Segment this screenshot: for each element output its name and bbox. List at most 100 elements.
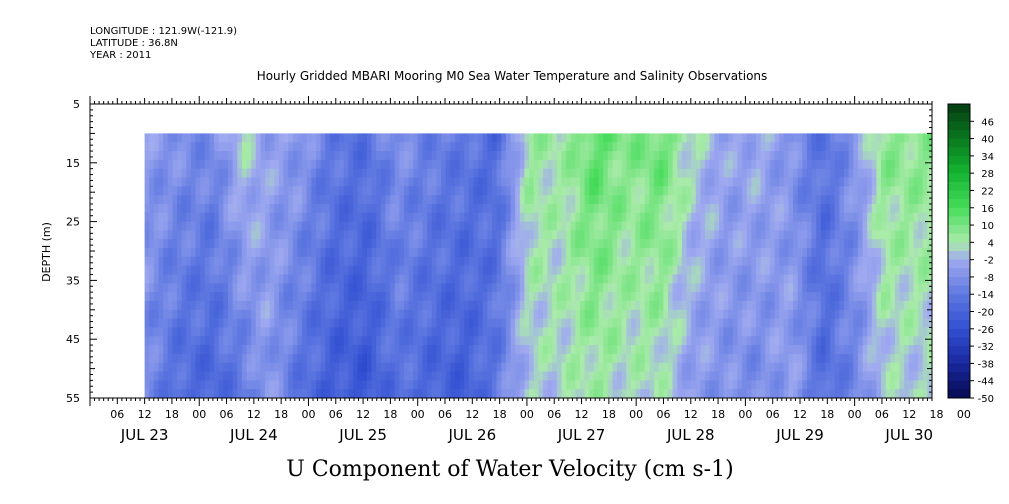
heatmap-cell [607,186,614,196]
heatmap-cell [436,309,442,320]
heatmap-cell [681,309,688,320]
heatmap-cell [677,151,683,161]
heatmap-cell [649,371,655,381]
heatmap-cell [487,318,493,329]
heatmap-cell [765,283,771,293]
heatmap-cell [376,362,382,373]
heatmap-cell [681,300,688,311]
heatmap-cell [214,336,220,346]
heatmap-cell [427,212,433,223]
heatmap-cell [788,221,794,232]
heatmap-cell [556,336,563,346]
heatmap-cell [320,380,326,390]
heatmap-cell [742,265,748,276]
heatmap-cell [306,300,312,311]
heatmap-cell [454,195,461,205]
heatmap-cell [695,159,702,170]
heatmap-cell [505,336,512,346]
heatmap-cell [339,389,345,398]
heatmap-field [144,133,932,398]
heatmap-cell [894,159,901,170]
heatmap-cell [566,353,572,364]
heatmap-cell [519,151,526,161]
heatmap-cell [589,203,595,214]
heatmap-cell [362,230,368,240]
heatmap-cell [200,345,206,355]
heatmap-cell [408,177,414,187]
heatmap-cell [153,300,160,311]
heatmap-cell [283,142,289,152]
heatmap-cell [607,256,614,267]
heatmap-cell [519,203,526,214]
heatmap-cell [385,274,391,284]
heatmap-cell [371,168,377,179]
heatmap-cell [227,221,234,232]
heatmap-cell [417,327,424,337]
heatmap-cell [862,248,868,258]
heatmap-cell [552,318,558,329]
heatmap-cell [241,203,248,214]
heatmap-cell [538,318,544,329]
heatmap-cell [399,300,405,311]
heatmap-cell [302,133,308,143]
heatmap-cell [621,362,627,373]
heatmap-cell [751,345,757,355]
heatmap-cell [195,274,201,284]
heatmap-cell [144,203,150,214]
heatmap-cell [839,239,845,249]
heatmap-cell [556,230,563,240]
heatmap-cell [529,274,535,284]
heatmap-cell [709,274,715,284]
heatmap-cell [672,159,678,170]
heatmap-cell [570,256,576,267]
heatmap-cell [431,142,438,152]
heatmap-cell [579,292,586,302]
heatmap-cell [621,133,627,143]
heatmap-cell [464,300,470,311]
heatmap-cell [227,300,234,311]
heatmap-cell [644,203,651,214]
heatmap-cell [691,362,697,373]
heatmap-cell [172,318,178,329]
heatmap-cell [311,353,317,364]
heatmap-cell [501,283,507,293]
heatmap-cell [779,203,785,214]
heatmap-cell [431,159,438,170]
heatmap-cell [667,177,674,187]
heatmap-cell [853,292,859,302]
heatmap-cell [607,345,614,355]
heatmap-cell [630,362,637,373]
heatmap-cell [686,380,692,390]
heatmap-cell [635,195,641,205]
heatmap-cell [839,336,845,346]
heatmap-cell [681,371,688,381]
heatmap-cell [839,256,845,267]
heatmap-cell [556,265,563,276]
heatmap-cell [867,336,873,346]
heatmap-cell [464,230,470,240]
heatmap-cell [251,239,257,249]
heatmap-cell [783,309,790,320]
heatmap-cell [311,380,317,390]
heatmap-cell [654,283,660,293]
heatmap-cell [626,274,632,284]
heatmap-cell [311,248,317,258]
heatmap-cell [362,133,368,143]
heatmap-cell [302,380,308,390]
heatmap-cell [390,248,396,258]
heatmap-cell [431,168,438,179]
heatmap-cell [533,362,539,373]
heatmap-cell [853,239,859,249]
heatmap-cell [478,380,484,390]
heatmap-cell [816,380,822,390]
heatmap-cell [575,389,581,398]
heatmap-cell [163,300,169,311]
heatmap-cell [547,256,553,267]
heatmap-cell [427,159,433,170]
heatmap-cell [510,353,516,364]
heatmap-cell [552,133,558,143]
heatmap-cell [774,345,780,355]
heatmap-cell [172,256,178,267]
heatmap-cell [737,133,743,143]
heatmap-cell [579,274,586,284]
